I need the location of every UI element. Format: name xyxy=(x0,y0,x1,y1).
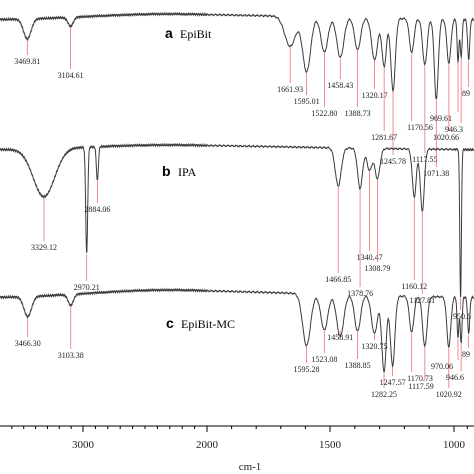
peak-label: 1523.08 xyxy=(311,355,337,364)
peak-label: 1281.67 xyxy=(371,133,397,142)
peak-label: 946.6 xyxy=(446,373,464,382)
peak-label: 89 xyxy=(462,350,470,359)
peak-label: 1458.91 xyxy=(327,333,353,342)
x-tick-label: 2000 xyxy=(196,439,219,451)
spectrum-line-a xyxy=(0,11,474,100)
peak-label: 1308.79 xyxy=(364,264,390,273)
peak-label: 1170.56 xyxy=(407,123,433,132)
peak-label: 1661.93 xyxy=(277,85,303,94)
spectrum-panel-a: 3469.81 3104.61 1661.93 1595.01 1522.80 1458.… xyxy=(0,11,474,178)
peak-label: 1247.57 xyxy=(380,378,406,387)
peak-label: 3329.12 xyxy=(31,243,57,252)
peak-label: 970.06 xyxy=(431,362,453,371)
peak-label: 1160.12 xyxy=(401,282,427,291)
peak-label: 1170.73 xyxy=(407,374,433,383)
peak-label: 1320.17 xyxy=(362,91,388,100)
x-tick-label: 1000 xyxy=(443,439,466,451)
peak-label: 1117.59 xyxy=(408,382,433,391)
peak-label: 1388.85 xyxy=(345,361,371,370)
panel-letter: b xyxy=(162,163,171,179)
panel-name: EpiBit xyxy=(180,27,212,41)
peak-label: 1020.66 xyxy=(433,133,459,142)
peak-label: 1340.47 xyxy=(357,253,383,262)
peak-label: 89 xyxy=(462,89,470,98)
x-axis-title: cm-1 xyxy=(239,461,262,473)
peak-label: 1378.76 xyxy=(347,289,373,298)
panel-letter: c xyxy=(166,315,174,331)
peak-label: 1595.01 xyxy=(294,97,320,106)
panel-name: IPA xyxy=(178,165,197,179)
panel-name: EpiBit-MC xyxy=(181,317,235,331)
peak-label: 969.61 xyxy=(430,114,452,123)
peak-label: 1522.80 xyxy=(311,109,337,118)
spectrum-line-c xyxy=(0,287,474,373)
peak-label: 1458.43 xyxy=(327,81,353,90)
peak-label: 3466.30 xyxy=(15,339,41,348)
x-tick-label: 3000 xyxy=(72,439,95,451)
peak-label: 1117.55 xyxy=(412,155,437,164)
peak-label: 946.3 xyxy=(445,125,463,134)
panel-letter: a xyxy=(165,25,173,41)
peak-label: 1127.81 xyxy=(409,296,435,305)
peak-label: 1282.25 xyxy=(371,390,397,399)
peak-label: 3103.38 xyxy=(58,351,84,360)
peak-label: 2884.06 xyxy=(84,205,110,214)
peak-label: 1466.85 xyxy=(325,275,351,284)
peak-label: 1595.28 xyxy=(294,365,320,374)
peak-label: 2970.21 xyxy=(74,283,100,292)
x-tick-label: 1500 xyxy=(319,439,342,451)
peak-label: 1245.78 xyxy=(380,157,406,166)
spectrum-line-b xyxy=(0,142,474,298)
peak-label: 1071.38 xyxy=(423,169,449,178)
spectrum-panel-b: 3329.12 2970.21 2884.06 1466.85 1378.76 1340.… xyxy=(0,142,474,321)
peak-label: 3469.81 xyxy=(14,57,40,66)
peak-label: 1388.73 xyxy=(345,109,371,118)
peak-label: 1020.92 xyxy=(436,390,462,399)
peak-label: 1320.75 xyxy=(361,342,387,351)
peak-label: 3104.61 xyxy=(58,71,84,80)
